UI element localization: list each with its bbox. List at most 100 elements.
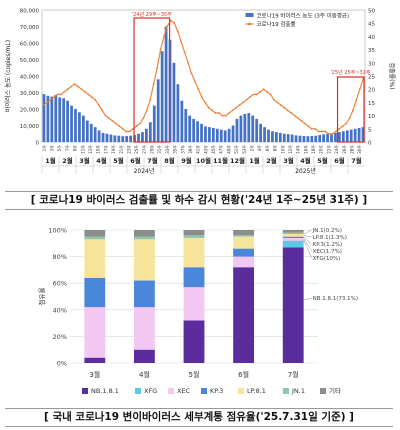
y-tick-label: 20,000: [20, 108, 40, 114]
detection-rate-line: [43, 19, 364, 135]
month-label: 5월: [317, 156, 328, 165]
concentration-bar: [85, 120, 89, 142]
stack-segment: [183, 287, 205, 321]
stack-segment: [183, 237, 205, 268]
detection-rate-point: [269, 93, 272, 96]
concentration-bar: [176, 84, 180, 142]
week-tick-label: 15주: [96, 145, 101, 154]
stack-segment: [233, 267, 255, 363]
detection-rate-point: [187, 61, 189, 64]
week-tick-label: 16주: [303, 145, 308, 154]
detection-rate-point: [70, 85, 73, 88]
annotation-leader: [303, 236, 312, 245]
detection-rate-point: [114, 122, 117, 125]
stack-segment: [84, 307, 106, 358]
week-tick-label: 28주: [349, 145, 354, 154]
stack-segment: [282, 237, 304, 241]
detection-rate-point: [194, 80, 196, 83]
detection-rate-point: [324, 130, 327, 133]
month-label: 7월: [351, 156, 362, 165]
concentration-bar: [78, 112, 81, 142]
concentration-bar: [188, 115, 192, 142]
week-tick-label: 6주: [265, 145, 270, 152]
week-tick-label: 47주: [219, 145, 224, 154]
stack-segment: [183, 235, 205, 238]
detection-rate-point: [231, 109, 234, 112]
concentration-bar: [341, 131, 345, 142]
y2-tick-label: 0: [368, 141, 372, 147]
week-tick-label: 5주: [57, 145, 62, 152]
detection-rate-point: [87, 93, 90, 96]
detection-rate-point: [53, 96, 55, 99]
detection-rate-point: [334, 130, 337, 133]
month-label: 4월: [96, 156, 107, 165]
week-tick-label: 51주: [234, 145, 239, 154]
stack-segment: [133, 236, 155, 240]
week-tick-label: 26주: [342, 145, 347, 154]
concentration-bar: [243, 113, 247, 142]
week-tick-label: 18주: [311, 145, 316, 154]
detection-rate-point: [290, 112, 293, 114]
month-label: 8월: [164, 156, 175, 165]
detection-rate-point: [59, 93, 62, 96]
month-label: 2월: [266, 156, 277, 165]
detection-rate-point: [355, 98, 358, 101]
concentration-bar: [200, 123, 203, 142]
concentration-bar: [353, 128, 357, 142]
stack-segment: [183, 230, 205, 236]
detection-rate-point: [224, 114, 227, 117]
week-tick-label: 4주: [257, 145, 262, 152]
concentration-bar: [113, 135, 117, 142]
y-tick-label: 0: [36, 141, 40, 147]
stack-segment: [233, 236, 255, 249]
detection-rate-point: [169, 19, 172, 22]
detection-rate-point: [303, 122, 306, 125]
week-tick-label: 2주: [249, 145, 254, 152]
detection-rate-point: [218, 112, 220, 114]
x-tick-label: 6월: [238, 370, 249, 379]
concentration-bar: [282, 133, 286, 142]
share-annotation: XFG(10%): [313, 256, 341, 262]
stack-segment: [282, 232, 304, 234]
annotation-2024: '24년 29주~35주: [132, 11, 172, 18]
share-annotation: KP.3(1.2%): [313, 242, 343, 248]
detection-rate-point: [283, 106, 286, 109]
week-tick-label: 13주: [88, 145, 93, 154]
concentration-bar: [117, 135, 121, 142]
week-tick-label: 23주: [126, 145, 131, 154]
detection-rate-point: [166, 24, 169, 27]
concentration-bar: [70, 105, 73, 142]
concentration-bar: [129, 135, 133, 142]
concentration-bar: [318, 135, 322, 142]
concentration-bar: [54, 94, 58, 142]
detection-rate-point: [279, 104, 282, 106]
detection-rate-point: [128, 130, 131, 133]
stack-segment: [84, 239, 106, 278]
concentration-bar: [66, 100, 69, 142]
detection-rate-point: [90, 96, 93, 99]
chart2-caption: [ 국내 코로나19 변이바이러스 세부계통 점유율('25.7.31일 기준)…: [5, 408, 393, 427]
legend-swatch-concentration: [245, 13, 254, 17]
month-label: 11월: [213, 156, 228, 165]
detection-rate-point: [310, 127, 313, 130]
stack-segment: [233, 230, 255, 236]
month-label: 1월: [45, 156, 56, 165]
legend-marker-rate: [248, 22, 251, 26]
week-tick-label: 20주: [319, 145, 324, 154]
month-label: 12월: [230, 156, 245, 165]
week-tick-label: 21주: [119, 145, 124, 154]
detection-rate-point: [159, 48, 162, 51]
detection-rate-point: [314, 127, 317, 130]
week-tick-label: 33주: [165, 145, 170, 154]
concentration-bar: [125, 136, 129, 142]
share-annotation: LP.8.1(1.3%): [313, 235, 347, 241]
detection-rate-point: [63, 90, 66, 93]
detection-rate-point: [176, 30, 179, 33]
week-tick-label: 3주: [50, 145, 55, 152]
concentration-bar: [227, 128, 231, 142]
month-label: 3월: [283, 156, 294, 165]
month-label: 7월: [147, 156, 158, 165]
week-tick-label: 30주: [357, 145, 362, 154]
detection-rate-point: [80, 88, 83, 91]
concentration-bar: [286, 134, 290, 142]
